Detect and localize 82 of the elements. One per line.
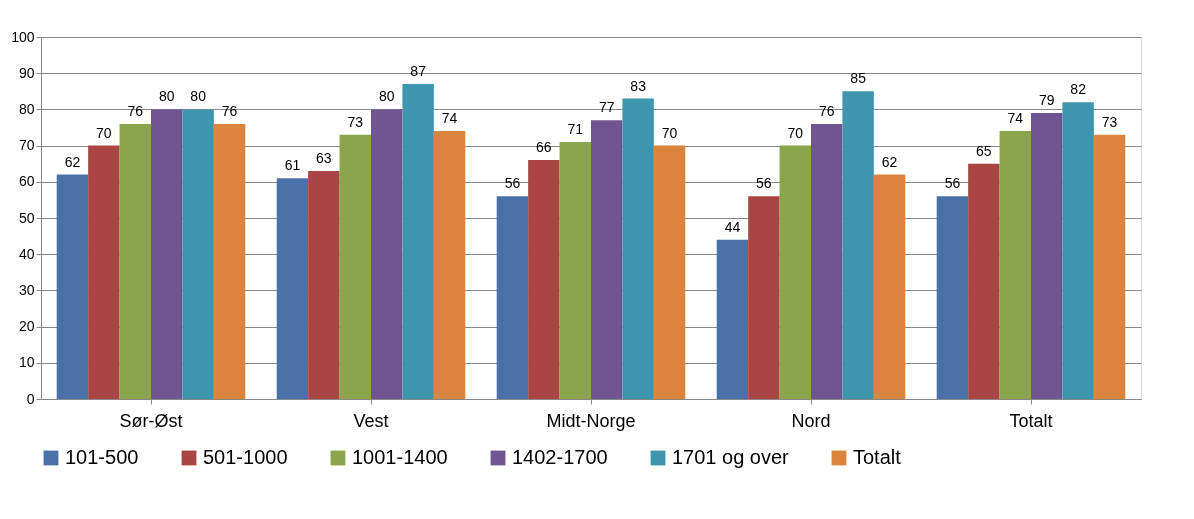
bar <box>308 170 340 399</box>
bar <box>56 174 89 399</box>
bar <box>811 123 843 399</box>
bar <box>653 145 686 399</box>
data-label: 70 <box>661 124 678 141</box>
y-tick-label: 20 <box>18 318 35 335</box>
x-tick-label: Midt-Norge <box>546 410 636 431</box>
data-label: 77 <box>598 99 615 116</box>
data-label: 80 <box>190 88 207 105</box>
bar <box>371 109 403 399</box>
x-tick-label: Nord <box>791 410 831 431</box>
bar <box>433 131 466 399</box>
legend-label: 1001-1400 <box>352 446 448 468</box>
bar <box>213 123 246 399</box>
bar <box>873 174 906 399</box>
data-label: 87 <box>410 63 427 80</box>
data-label: 56 <box>756 175 772 192</box>
legend-label: 1402-1700 <box>512 446 608 468</box>
y-tick-label: 100 <box>11 28 35 45</box>
bar <box>1093 134 1126 399</box>
bar <box>528 160 560 399</box>
data-label: 80 <box>158 88 175 105</box>
bar <box>151 109 183 399</box>
data-label: 76 <box>818 102 835 119</box>
legend-label: 1701 og over <box>672 446 790 468</box>
bar <box>968 163 1000 399</box>
y-tick-label: 40 <box>18 245 35 262</box>
data-label: 85 <box>850 70 867 87</box>
bar <box>936 196 969 399</box>
x-tick-label: Totalt <box>1009 410 1053 431</box>
y-tick-label: 50 <box>18 209 35 226</box>
data-label: 74 <box>441 110 458 127</box>
data-label: 71 <box>567 120 584 137</box>
y-tick-label: 90 <box>18 64 35 81</box>
bar <box>748 196 780 399</box>
bar <box>119 123 151 399</box>
legend-label: Totalt <box>853 446 902 468</box>
bar <box>402 84 434 399</box>
bar <box>559 141 591 399</box>
data-label: 70 <box>96 124 112 141</box>
bar <box>591 120 623 399</box>
bar <box>276 178 309 399</box>
data-label: 44 <box>724 218 741 235</box>
data-label: 62 <box>64 153 81 170</box>
legend-label: 101-500 <box>65 446 139 468</box>
bar <box>339 134 371 399</box>
data-label: 56 <box>944 175 961 192</box>
x-tick-label: Vest <box>353 410 389 431</box>
y-tick-label: 0 <box>26 390 35 407</box>
data-label: 66 <box>536 139 552 156</box>
bar <box>182 109 214 399</box>
data-label: 79 <box>1038 92 1055 109</box>
data-label: 62 <box>881 153 898 170</box>
y-tick-label: 80 <box>18 100 35 117</box>
bar <box>1031 113 1063 399</box>
y-tick-label: 60 <box>18 173 35 190</box>
y-tick-label: 10 <box>18 354 35 371</box>
data-label: 73 <box>1101 113 1118 130</box>
data-label: 70 <box>787 124 804 141</box>
x-tick-label: Sør-Øst <box>119 410 183 431</box>
data-label: 83 <box>630 77 647 94</box>
bar <box>622 98 654 399</box>
data-label: 80 <box>378 88 395 105</box>
data-label: 76 <box>127 102 144 119</box>
data-label: 63 <box>316 149 332 166</box>
bar <box>716 239 749 399</box>
bar <box>779 145 811 399</box>
data-label: 56 <box>504 175 521 192</box>
data-label: 61 <box>284 157 301 174</box>
bar <box>842 91 874 399</box>
data-label: 73 <box>347 113 364 130</box>
data-label: 65 <box>976 142 992 159</box>
legend-label: 501-1000 <box>203 446 288 468</box>
bar <box>88 145 120 399</box>
data-label: 76 <box>221 102 238 119</box>
bar <box>1062 102 1094 399</box>
data-label: 82 <box>1070 81 1087 98</box>
data-label: 74 <box>1007 110 1024 127</box>
y-tick-label: 70 <box>18 137 35 154</box>
y-tick-label: 30 <box>18 281 35 298</box>
bar <box>496 196 529 399</box>
bar <box>999 131 1031 399</box>
